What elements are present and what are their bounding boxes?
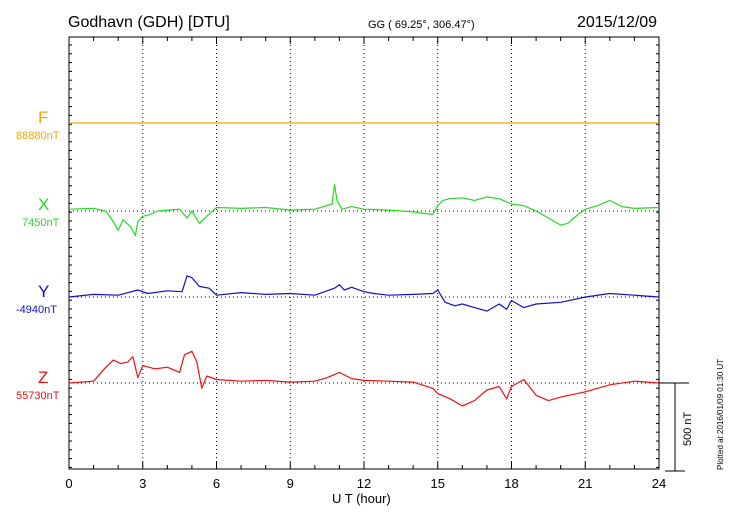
x-tick-label: 6 bbox=[212, 476, 221, 491]
channel-f-baseline: 88880nT bbox=[16, 130, 60, 142]
channel-z-letter: Z bbox=[38, 368, 49, 387]
x-tick-label: 0 bbox=[65, 476, 73, 491]
x-tick-label: 18 bbox=[504, 476, 519, 491]
channel-x-baseline: 7450nT bbox=[22, 217, 60, 229]
channel-y-baseline: -4940nT bbox=[16, 304, 57, 316]
series-y-line bbox=[68, 275, 660, 312]
x-tick-label: 15 bbox=[430, 476, 446, 491]
x-tick-label: 3 bbox=[139, 476, 147, 491]
plotted-timestamp: Plotted at 2016/01/09 01:30 UT bbox=[716, 358, 725, 470]
x-tick-label: 12 bbox=[356, 476, 372, 491]
x-tick-label: 9 bbox=[286, 476, 294, 491]
x-tick-label: 24 bbox=[651, 476, 667, 491]
series-z-line bbox=[68, 350, 660, 407]
channel-f-letter: F bbox=[38, 108, 49, 127]
scale-bar-label: 500 nT bbox=[682, 411, 694, 446]
series-x-line bbox=[68, 184, 660, 237]
channel-z-baseline: 55730nT bbox=[16, 390, 60, 402]
station-title: Godhavn (GDH) [DTU] bbox=[68, 14, 230, 31]
channel-y-letter: Y bbox=[38, 282, 50, 301]
x-axis-label: U T (hour) bbox=[332, 491, 391, 506]
channel-x-letter: X bbox=[38, 195, 50, 214]
x-tick-label: 21 bbox=[578, 476, 593, 491]
coordinates-label: GG ( 69.25°, 306.47°) bbox=[368, 19, 475, 31]
date-label: 2015/12/09 bbox=[577, 14, 658, 31]
